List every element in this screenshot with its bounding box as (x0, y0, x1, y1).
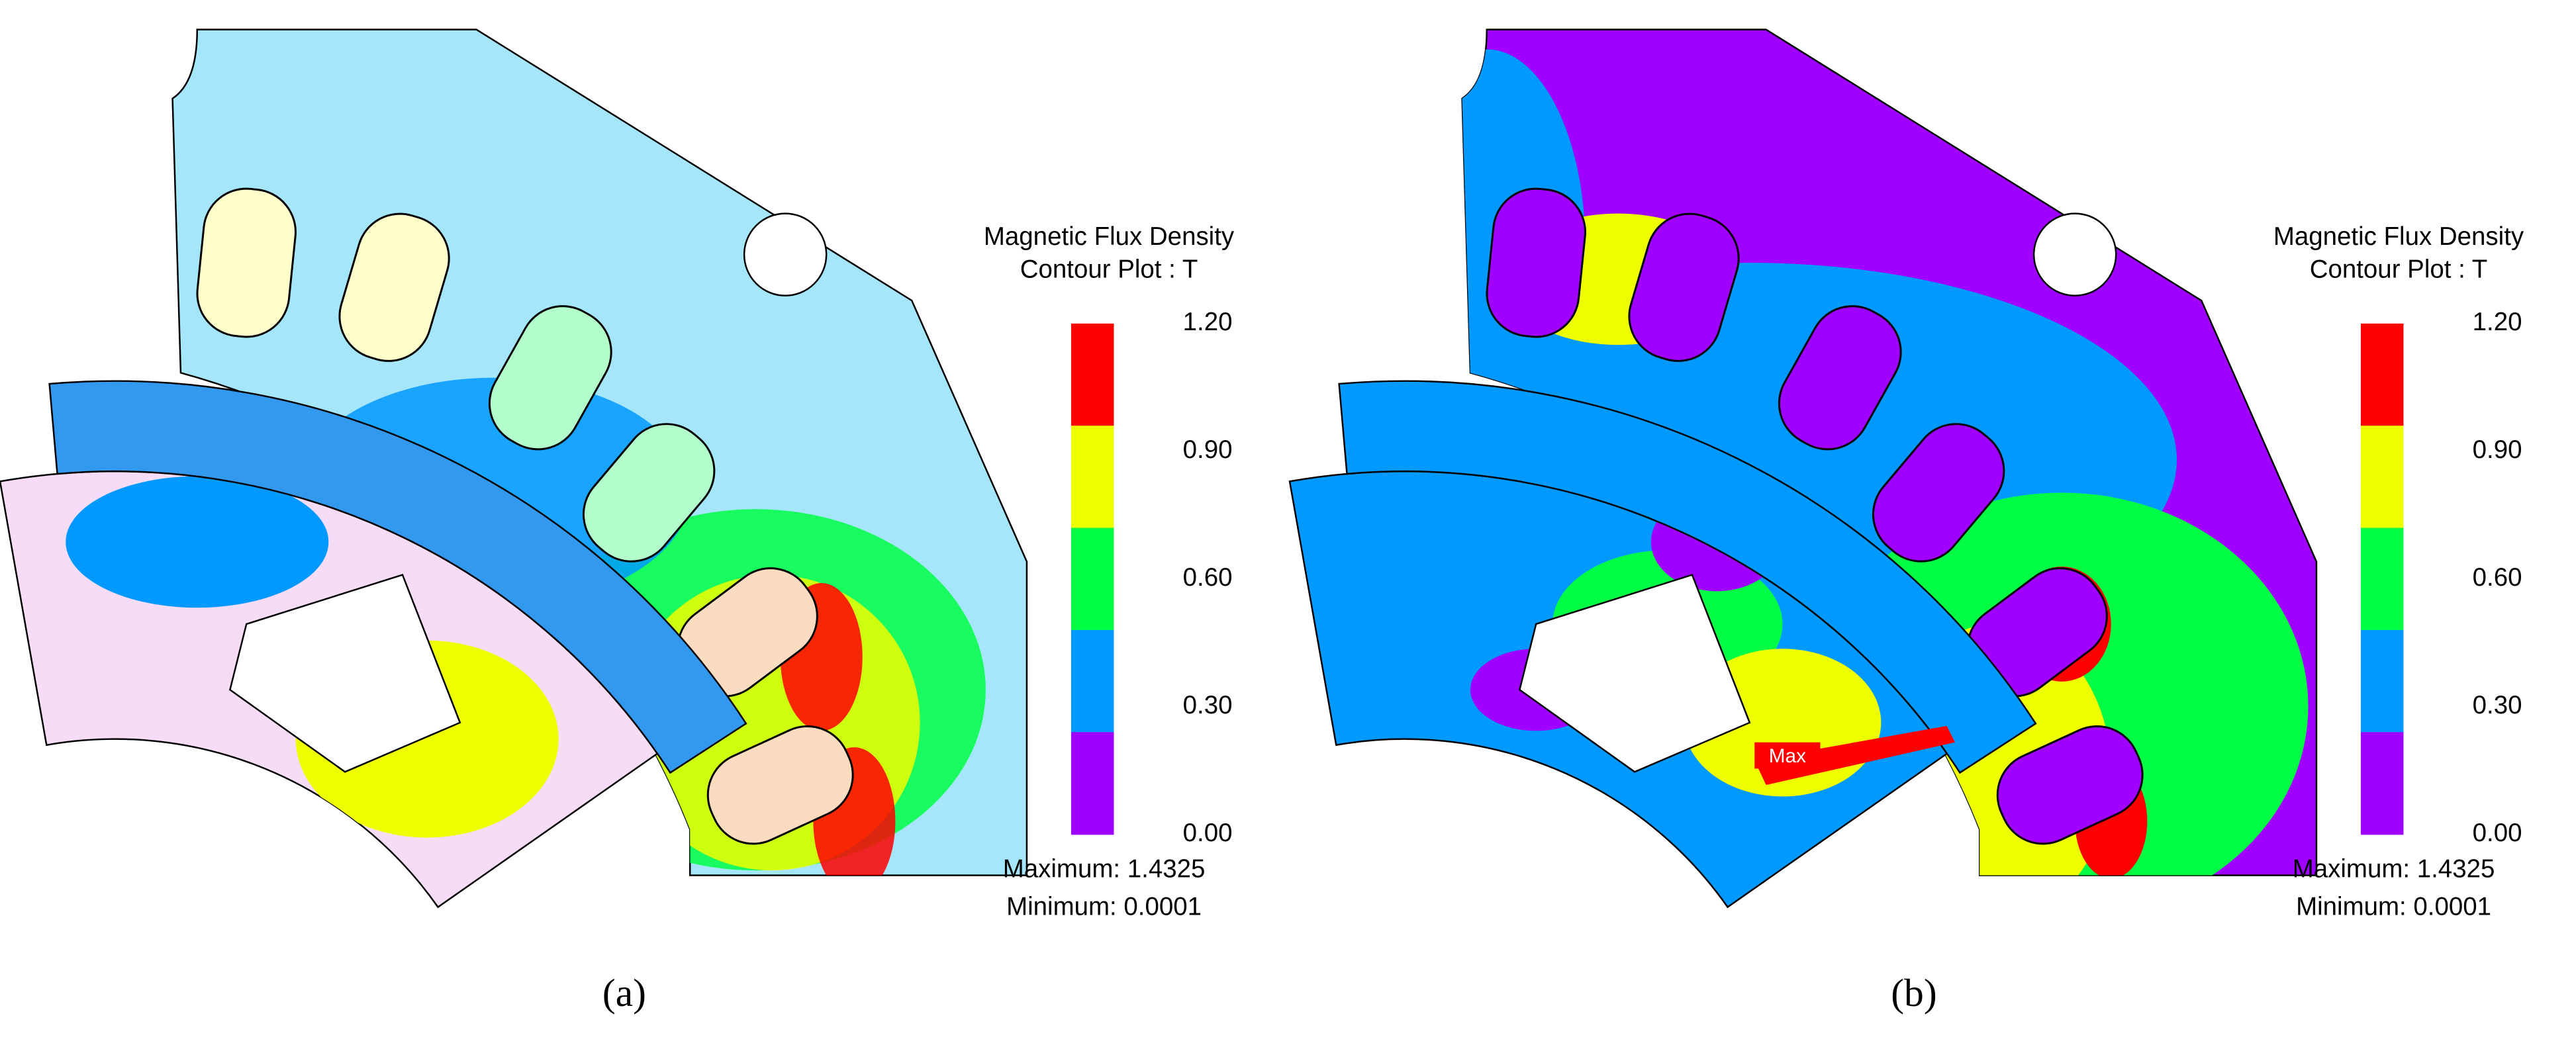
minimum-label: Minimum: 0.0001 (2296, 892, 2491, 921)
minimum-label: Minimum: 0.0001 (1006, 892, 1202, 921)
legend-swatch (1071, 426, 1114, 529)
panel-label: (a) (602, 971, 646, 1015)
legend-swatch (2360, 732, 2404, 835)
legend-title: Magnetic Flux Density (984, 222, 1235, 251)
legend-swatch (1071, 527, 1114, 631)
legend-tick-label: 0.90 (2473, 435, 2522, 464)
slot (338, 212, 450, 362)
slot (196, 187, 297, 338)
bolt-hole (743, 212, 828, 296)
legend-swatch (1071, 323, 1114, 426)
magnet-ring (1338, 380, 2037, 774)
legend-swatch (2360, 629, 2404, 733)
legend-tick-label: 0.30 (2473, 691, 2522, 719)
panel: Magnetic Flux Density Contour Plot : T 1.2… (1288, 28, 2524, 1015)
annotation-box (1754, 742, 1821, 769)
legend-tick-label: 1.20 (2473, 308, 2522, 336)
panel-label: (b) (1891, 971, 1936, 1015)
legend-swatch (2360, 426, 2404, 529)
slot (1872, 423, 2005, 563)
legend-tick-label: 0.60 (2473, 563, 2522, 592)
slot (1486, 187, 1586, 338)
legend-swatch (2360, 527, 2404, 631)
legend-title: Contour Plot : T (1020, 255, 1198, 284)
bolt-hole (2032, 212, 2117, 296)
slot (706, 725, 854, 845)
legend-title: Contour Plot : T (2310, 255, 2488, 284)
slot (1996, 725, 2144, 845)
legend-tick-label: 1.20 (1183, 308, 1233, 336)
legend-tick-label: 0.00 (2473, 819, 2522, 847)
magnet-ring (48, 380, 747, 774)
legend-swatch (1071, 629, 1114, 733)
legend-tick-label: 0.00 (1183, 819, 1233, 847)
panel: Magnetic Flux Density Contour Plot : T 1.2… (0, 28, 1235, 1015)
legend-tick-label: 0.30 (1183, 691, 1233, 719)
rotor-hole (229, 574, 461, 773)
slot (1778, 305, 1902, 451)
slot (1628, 212, 1740, 362)
field-region (66, 476, 329, 608)
legend-title: Magnetic Flux Density (2273, 222, 2524, 251)
field-region (1462, 49, 1586, 444)
slot (488, 305, 612, 451)
maximum-label: Maximum: 1.4325 (2293, 854, 2495, 883)
rotor-hole (1518, 574, 1751, 773)
max-region (1754, 725, 1955, 786)
slot (583, 423, 716, 563)
legend-swatch (2360, 323, 2404, 426)
maximum-label: Maximum: 1.4325 (1003, 854, 1206, 883)
annotation: Max (1769, 745, 1806, 767)
legend-tick-label: 0.90 (1183, 435, 1233, 464)
legend-tick-label: 0.60 (1183, 563, 1233, 592)
legend-swatch (1071, 732, 1114, 835)
